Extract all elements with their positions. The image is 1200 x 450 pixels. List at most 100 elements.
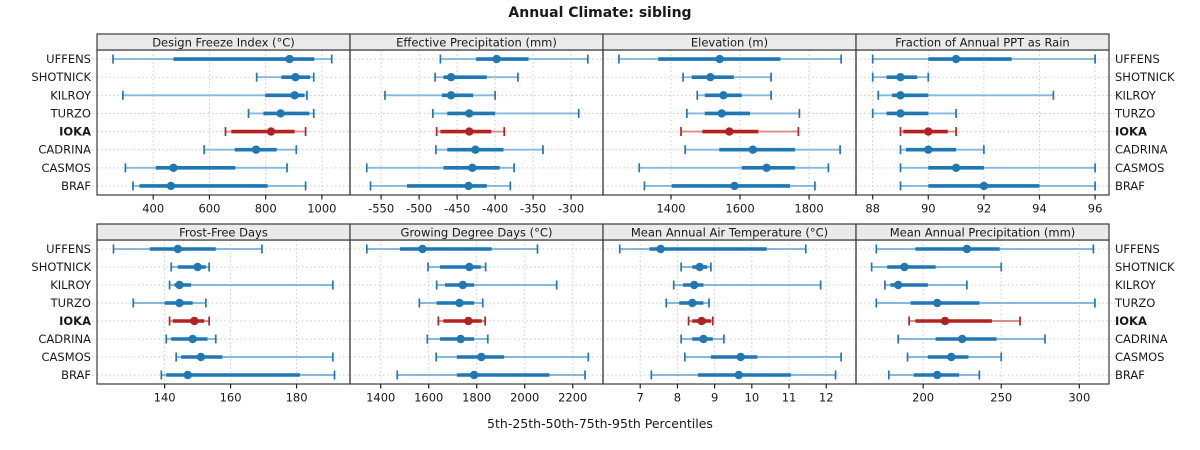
panel-border [349,49,604,196]
median-dot [196,352,206,362]
station-label-right: TURZO [1114,106,1155,120]
x-tick-label: 2000 [510,391,539,405]
station-label-right: CASMOS [1115,161,1164,175]
x-axis-caption: 5th-25th-50th-75th-95th Percentiles [487,416,713,431]
panel-title: Growing Degree Days (°C) [401,226,553,240]
median-dot [689,280,699,290]
station-label-left: UFFENS [46,52,91,66]
median-dot [175,298,184,308]
median-dot [266,127,276,136]
median-dot [979,181,989,191]
station-label-right: BRAF [1115,368,1145,382]
chart-title: Annual Climate: sibling [508,5,692,21]
station-label-left: CADRINA [38,143,91,157]
median-dot [446,91,456,100]
median-dot [896,91,905,100]
median-dot [719,91,728,100]
median-dot [715,54,724,64]
x-tick-label: 1800 [462,391,491,405]
median-dot [896,109,905,118]
station-label-left: KILROY [50,278,92,292]
median-dot [173,244,183,254]
panel-border [602,49,857,196]
median-dot [893,280,903,290]
station-label-right: SHOTNICK [1115,70,1175,84]
median-dot [688,298,697,308]
median-dot [695,262,704,272]
station-label-left: SHOTNICK [31,70,91,84]
median-dot [456,334,465,344]
station-label-left: CASMOS [42,161,91,175]
x-tick-label: -550 [368,202,394,216]
station-label-right: UFFENS [1115,242,1160,256]
median-dot [465,109,474,118]
median-dot [962,244,972,254]
station-label-left: CASMOS [42,350,91,364]
median-dot [251,145,261,154]
station-label-right: CASMOS [1115,350,1164,364]
median-dot [947,352,956,362]
median-dot [951,163,961,173]
station-label-right: KILROY [1115,278,1157,292]
station-label-right: IOKA [1115,314,1147,328]
median-dot [762,163,771,173]
median-dot [706,72,715,82]
median-dot [951,54,961,64]
x-tick-label: 88 [865,202,880,216]
panel-border [602,239,857,385]
median-dot [464,181,473,191]
median-dot [291,72,300,82]
panel-header [855,223,1110,241]
median-dot [933,370,942,380]
x-tick-label: 300 [1068,391,1090,405]
x-tick-label: -400 [482,202,508,216]
median-dot [183,370,192,380]
x-tick-label: 90 [921,202,936,216]
panel-title: Elevation (m) [691,36,768,50]
x-tick-label: -500 [406,202,432,216]
station-label-left: TURZO [50,296,91,310]
x-tick-label: -350 [520,202,546,216]
median-dot [276,109,285,118]
station-label-right: TURZO [1114,296,1155,310]
station-label-left: IOKA [59,125,91,139]
station-label-left: IOKA [59,314,91,328]
median-dot [175,280,184,290]
median-dot [492,54,501,64]
x-tick-label: 800 [255,202,277,216]
panel-title: Frost-Free Days [179,226,268,240]
median-dot [924,145,933,154]
x-tick-label: 92 [977,202,992,216]
median-dot [734,370,744,380]
x-tick-label: 9 [711,391,718,405]
panel-header [855,33,1110,51]
panel-border [855,49,1110,196]
x-tick-label: 1400 [366,391,395,405]
median-dot [924,127,933,136]
panel-border [855,239,1110,385]
x-tick-label: -450 [444,202,470,216]
median-dot [188,334,197,344]
median-dot [418,244,427,254]
x-tick-label: 10 [745,391,760,405]
station-label-left: BRAF [61,179,91,193]
panel-border [96,239,351,385]
x-tick-label: 160 [220,391,242,405]
median-dot [190,316,199,326]
median-dot [465,127,474,136]
station-label-right: BRAF [1115,179,1145,193]
median-dot [699,334,708,344]
x-tick-label: 2200 [558,391,587,405]
x-tick-label: 1800 [794,202,823,216]
x-tick-label: -300 [558,202,584,216]
x-tick-label: 96 [1088,202,1103,216]
median-dot [933,298,942,308]
median-dot [468,163,477,173]
median-dot [193,262,202,272]
station-label-right: KILROY [1115,88,1157,102]
x-tick-label: 11 [782,391,797,405]
panel-border [96,49,351,196]
median-dot [469,370,479,380]
